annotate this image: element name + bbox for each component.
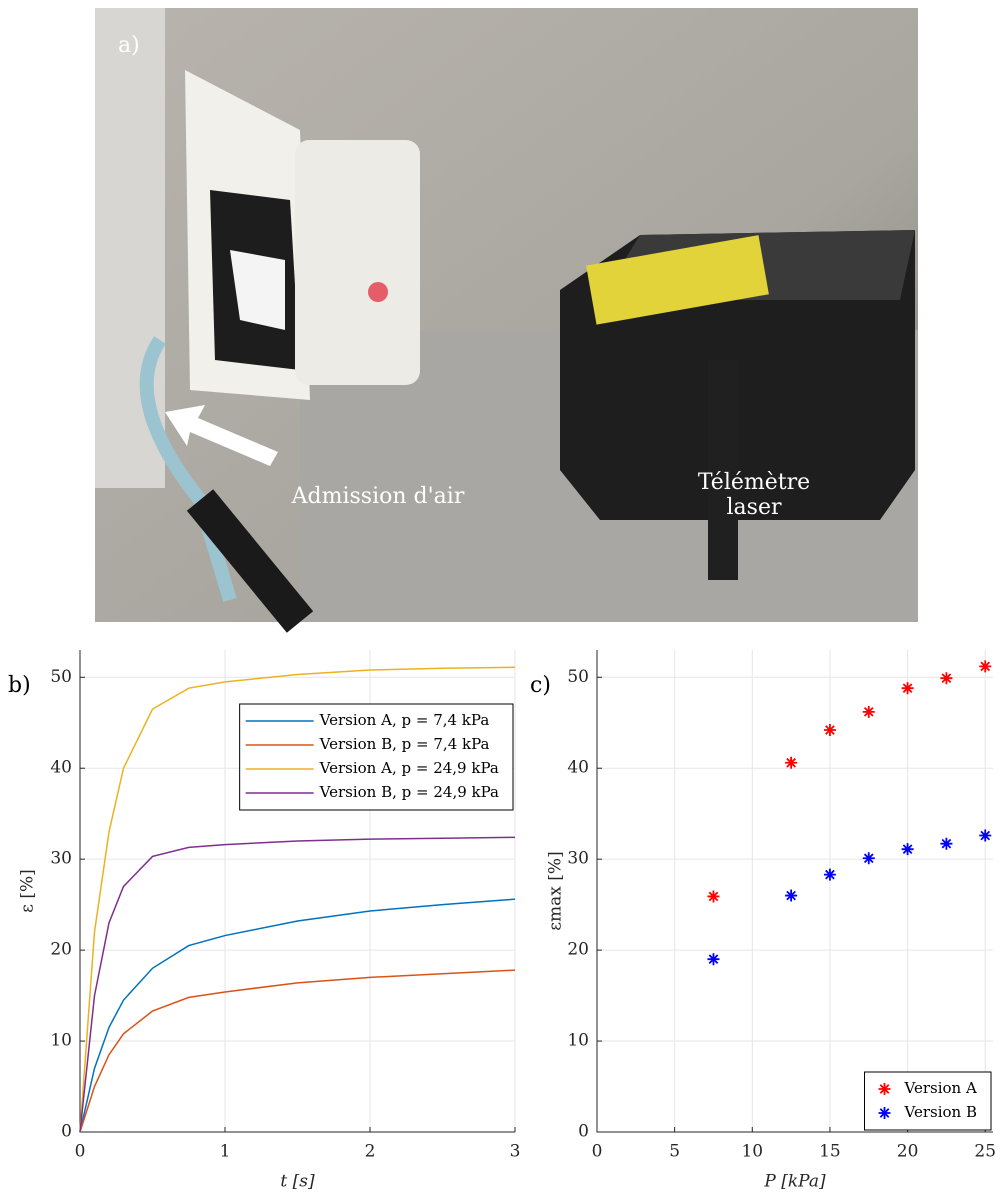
point [862,705,875,718]
legend-box [864,1071,992,1131]
panel-label: b) [8,673,31,698]
point [940,837,953,850]
x-tick-label: 25 [974,1142,996,1162]
point [823,724,836,737]
point [940,672,953,685]
y-tick-label: 50 [50,667,72,687]
point [785,889,798,902]
y-axis-label: εmax [%] [546,851,566,930]
legend-key [878,1107,891,1119]
legend-label: Version B [904,1103,977,1121]
y-tick-label: 10 [567,1031,589,1051]
photo: a) Admission d'air Télémètre laser [95,8,918,633]
point [979,660,992,673]
annotation: Télémètre [698,470,810,495]
x-tick-label: 1 [220,1142,231,1162]
legend-label: Version A, p = 24,9 kPa [319,759,499,777]
point [862,852,875,865]
point [707,953,720,966]
x-tick-label: 3 [510,1142,521,1162]
line [79,836,516,1133]
y-tick-label: 30 [50,849,72,869]
legend: Version A Version B [864,1071,992,1131]
axes [596,650,993,1133]
y-tick-label: 0 [61,1122,72,1142]
y-tick-label: 40 [50,758,72,778]
x-tick-label: 0 [75,1142,86,1162]
point [823,868,836,881]
y-axis-label: ε [%] [18,869,38,913]
photo-label: a) [118,33,140,58]
x-tick-label: 2 [365,1142,376,1162]
legend-label: Version B, p = 7,4 kPa [319,735,490,753]
x-tick-label: 0 [592,1142,603,1162]
y-tick-label: 20 [50,940,72,960]
legend: Version A, p = 7,4 kPa Version B, p = 7,4… [239,703,514,811]
line [79,969,516,1133]
legend-key [878,1083,891,1095]
line [79,666,516,1133]
x-tick-label: 10 [741,1142,763,1162]
point [979,829,992,842]
panel-label: c) [530,673,551,698]
point [901,682,914,695]
x-tick-label: 5 [669,1142,680,1162]
y-tick-label: 40 [567,758,589,778]
legend-label: Version A [904,1079,977,1097]
y-tick-label: 10 [50,1031,72,1051]
annotation: Admission d'air [291,484,465,509]
y-tick-label: 50 [567,667,589,687]
legend-label: Version B, p = 24,9 kPa [319,783,499,801]
y-tick-label: 0 [578,1122,589,1142]
x-axis-label: t [s] [280,1172,315,1192]
y-tick-label: 30 [567,849,589,869]
line [79,898,516,1133]
point [785,756,798,769]
point [707,890,720,903]
x-tick-label: 20 [897,1142,919,1162]
x-tick-label: 15 [819,1142,841,1162]
point [901,843,914,856]
annotation: laser [727,495,782,520]
y-tick-label: 20 [567,940,589,960]
x-axis-label: P [kPa] [763,1172,826,1192]
legend-label: Version A, p = 7,4 kPa [319,711,490,729]
plot-area [597,650,993,1132]
